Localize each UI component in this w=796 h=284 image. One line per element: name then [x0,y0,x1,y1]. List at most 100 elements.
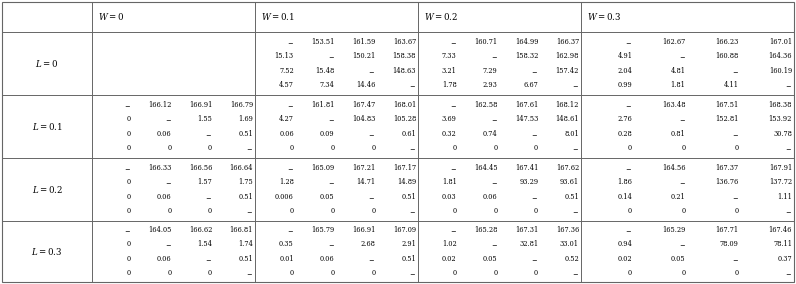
Text: 0.006: 0.006 [275,193,294,201]
Text: 0: 0 [208,145,213,153]
Text: 0: 0 [127,254,131,263]
Text: $-$: $-$ [532,254,538,263]
Text: 1.81: 1.81 [442,178,457,186]
Text: 0: 0 [628,269,632,277]
Text: 0: 0 [735,208,739,216]
Text: 0: 0 [534,208,538,216]
Text: 157.42: 157.42 [556,67,579,75]
Text: 33.01: 33.01 [560,241,579,248]
Text: 0.51: 0.51 [238,254,253,263]
Text: 167.17: 167.17 [393,164,416,172]
Text: 0.14: 0.14 [618,193,632,201]
Text: 164.99: 164.99 [515,37,538,45]
Text: 0.99: 0.99 [618,82,632,89]
Text: 14.71: 14.71 [356,178,375,186]
Text: $-$: $-$ [287,37,294,45]
Text: 1.11: 1.11 [777,193,792,201]
Text: 2.68: 2.68 [361,241,375,248]
Text: $-$: $-$ [165,178,171,186]
Text: 168.38: 168.38 [769,101,792,108]
Text: $-$: $-$ [532,67,538,75]
Text: 167.46: 167.46 [769,226,792,234]
Text: 0: 0 [127,115,131,123]
Text: 4.81: 4.81 [670,67,685,75]
Text: $-$: $-$ [369,193,375,201]
Text: $-$: $-$ [328,52,334,60]
Text: $-$: $-$ [490,52,498,60]
Text: $-$: $-$ [205,193,213,201]
Text: $-$: $-$ [328,241,334,248]
Text: $-$: $-$ [785,82,792,89]
Text: 0: 0 [290,208,294,216]
Text: 4.91: 4.91 [617,52,632,60]
Text: 152.81: 152.81 [716,115,739,123]
Text: $L = 0.2$: $L = 0.2$ [32,184,62,195]
Text: 161.81: 161.81 [311,101,334,108]
Text: 0.28: 0.28 [618,130,632,138]
Text: $-$: $-$ [785,208,792,216]
Text: 0: 0 [735,145,739,153]
Text: 2.91: 2.91 [401,241,416,248]
Text: $W = 0$: $W = 0$ [98,11,124,22]
Text: $-$: $-$ [626,226,632,234]
Text: 164.56: 164.56 [662,164,685,172]
Text: 0: 0 [681,269,685,277]
Text: 0: 0 [453,269,457,277]
Text: 7.52: 7.52 [279,67,294,75]
Text: $-$: $-$ [626,37,632,45]
Text: $-$: $-$ [532,193,538,201]
Text: 0.05: 0.05 [671,254,685,263]
Text: $-$: $-$ [490,178,498,186]
Text: 167.01: 167.01 [769,37,792,45]
Text: $-$: $-$ [205,254,213,263]
Text: 0: 0 [208,208,213,216]
Text: 0.06: 0.06 [483,193,498,201]
Text: 161.59: 161.59 [352,37,375,45]
Text: 160.19: 160.19 [769,67,792,75]
Text: $-$: $-$ [450,164,457,172]
Text: 160.88: 160.88 [716,52,739,60]
Text: 0: 0 [628,208,632,216]
Text: 0.32: 0.32 [442,130,457,138]
Text: 0.61: 0.61 [401,130,416,138]
Text: 166.12: 166.12 [148,101,171,108]
Text: 2.93: 2.93 [482,82,498,89]
Text: 0.94: 0.94 [618,241,632,248]
Text: $-$: $-$ [369,130,375,138]
Text: 1.81: 1.81 [670,82,685,89]
Text: 137.72: 137.72 [769,178,792,186]
Text: 93.29: 93.29 [519,178,538,186]
Text: 0: 0 [127,130,131,138]
Text: 0.35: 0.35 [279,241,294,248]
Text: 167.62: 167.62 [556,164,579,172]
Text: 158.32: 158.32 [515,52,538,60]
Text: 0: 0 [453,145,457,153]
Text: 14.89: 14.89 [396,178,416,186]
Text: 160.71: 160.71 [474,37,498,45]
Text: 32.81: 32.81 [519,241,538,248]
Text: 0: 0 [534,145,538,153]
Text: 0.01: 0.01 [279,254,294,263]
Text: $-$: $-$ [732,67,739,75]
Text: 1.55: 1.55 [197,115,213,123]
Text: 0.81: 0.81 [671,130,685,138]
Text: $-$: $-$ [409,269,416,277]
Text: 4.27: 4.27 [279,115,294,123]
Text: 167.41: 167.41 [515,164,538,172]
Text: $-$: $-$ [246,208,253,216]
Text: 163.67: 163.67 [392,37,416,45]
Text: $W = 0.2$: $W = 0.2$ [424,11,458,22]
Text: 8.01: 8.01 [564,130,579,138]
Text: 167.21: 167.21 [352,164,375,172]
Text: 0.06: 0.06 [279,130,294,138]
Text: 104.83: 104.83 [352,115,375,123]
Text: $-$: $-$ [409,82,416,89]
Text: 0: 0 [494,145,498,153]
Text: 0: 0 [127,241,131,248]
Text: $-$: $-$ [679,241,685,248]
Text: $-$: $-$ [572,82,579,89]
Text: 0: 0 [127,145,131,153]
Text: 3.69: 3.69 [442,115,457,123]
Text: 15.48: 15.48 [315,67,334,75]
Text: 162.67: 162.67 [662,37,685,45]
